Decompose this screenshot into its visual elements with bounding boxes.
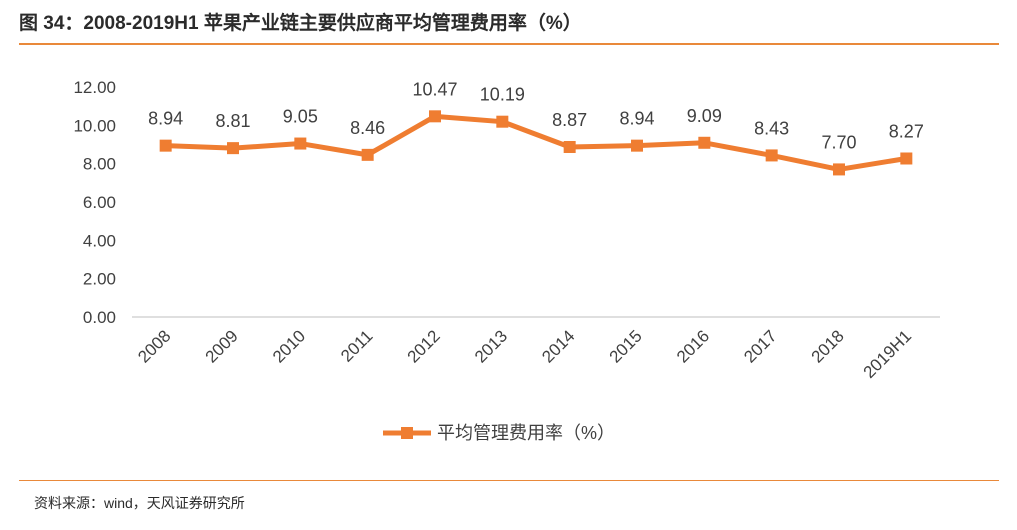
data-point xyxy=(361,148,374,161)
x-tick-label: 2016 xyxy=(673,326,713,366)
data-point xyxy=(563,140,576,153)
y-tick-label: 12.00 xyxy=(73,78,116,97)
x-tick-label: 2017 xyxy=(740,326,780,366)
footer-divider xyxy=(19,480,999,481)
data-label: 9.09 xyxy=(687,106,722,126)
data-label: 8.87 xyxy=(552,110,587,130)
y-tick-label: 10.00 xyxy=(73,116,116,135)
data-point xyxy=(429,110,441,123)
x-tick-label: 2014 xyxy=(538,326,578,366)
x-tick-label: 2013 xyxy=(471,326,511,366)
x-tick-label: 2010 xyxy=(269,326,309,366)
y-tick-label: 6.00 xyxy=(83,193,116,212)
data-point xyxy=(496,115,509,128)
data-label: 10.47 xyxy=(412,79,457,99)
data-label: 8.81 xyxy=(215,111,250,131)
x-tick-label: 2019H1 xyxy=(860,326,916,382)
series-layer: 8.94 8.81 9.05 8.46 10.47 10.19 8.87 8.94 9.09 8.… xyxy=(148,79,924,176)
x-tick-label: 2008 xyxy=(134,326,174,366)
y-tick-label: 8.00 xyxy=(83,155,116,174)
data-point xyxy=(833,163,845,176)
legend-label: 平均管理费用率（%） xyxy=(437,423,615,443)
y-tick-label: 4.00 xyxy=(83,231,116,250)
x-tick-label: 2018 xyxy=(808,326,848,366)
data-point xyxy=(698,136,711,149)
title-divider xyxy=(19,43,999,45)
y-tick-label: 2.00 xyxy=(83,270,116,289)
data-label: 10.19 xyxy=(480,85,525,105)
y-axis: 0.00 2.00 4.00 6.00 8.00 10.00 12.00 xyxy=(73,78,116,327)
y-tick-label: 0.00 xyxy=(83,308,116,327)
data-point xyxy=(159,139,172,152)
data-label: 8.43 xyxy=(754,118,789,138)
source-note: 资料来源：wind，天风证券研究所 xyxy=(34,495,245,511)
legend: 平均管理费用率（%） xyxy=(383,423,615,443)
data-point xyxy=(765,149,778,162)
data-label: 7.70 xyxy=(821,132,856,152)
series-line xyxy=(165,113,907,172)
x-tick-label: 2012 xyxy=(404,326,444,366)
data-label: 8.94 xyxy=(619,109,654,129)
x-tick-label: 2011 xyxy=(337,326,376,365)
x-tick-label: 2015 xyxy=(606,326,646,366)
data-point xyxy=(631,139,643,152)
x-axis: 2008 2009 2010 2011 2012 2013 2014 2015 2016 2017… xyxy=(132,316,940,382)
data-label: 8.94 xyxy=(148,109,183,129)
data-label: 8.46 xyxy=(350,118,385,138)
figure-title: 图 34：2008-2019H1 苹果产业链主要供应商平均管理费用率（%） xyxy=(19,13,582,34)
data-point xyxy=(294,137,307,150)
data-point xyxy=(227,142,239,155)
x-tick-label: 2009 xyxy=(202,326,242,366)
data-point xyxy=(900,152,913,165)
data-label: 9.05 xyxy=(283,107,318,127)
data-label: 8.27 xyxy=(889,121,924,141)
legend-marker-swatch xyxy=(401,427,413,439)
